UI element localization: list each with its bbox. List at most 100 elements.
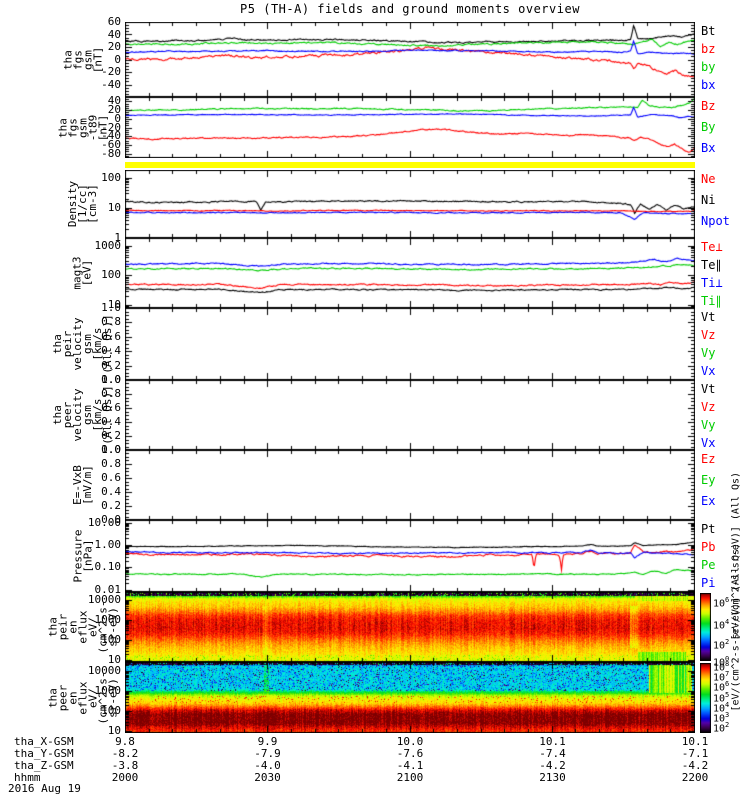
- xaxis-value: -8.2: [111, 747, 139, 760]
- panel-fgs-gsm-t89: [125, 97, 695, 158]
- xaxis-value: 2130: [539, 771, 566, 784]
- ytick-label: 0.4: [101, 415, 121, 428]
- xaxis-value: 2100: [396, 771, 424, 784]
- ytick-label: 0.8: [101, 457, 121, 470]
- ytick-label: 100: [101, 170, 121, 184]
- ylabel-text: magt3 [eV]: [71, 256, 94, 290]
- ylabel-text: tha peer velocity gsm [km/s (All Qs)]: [50, 385, 114, 445]
- xaxis-value: 2000: [111, 771, 139, 784]
- ytick-label: 0.4: [101, 485, 121, 498]
- xaxis-value: -3.8: [111, 759, 139, 772]
- legend-Pe: Pe: [701, 558, 716, 572]
- ytick-label: 10000: [87, 664, 121, 678]
- xaxis-value: -7.6: [396, 747, 424, 760]
- ytick-label: 10000: [87, 592, 121, 606]
- ytick-label: 0.0: [101, 443, 121, 456]
- colorbar-unit-label-electron: [eV/(cm^2-s-sr-eV)] (All Qs): [730, 542, 742, 712]
- ytick-label: 0.10: [94, 560, 122, 574]
- ytick-label: 0.2: [101, 499, 121, 512]
- ytick-label: -60: [101, 137, 121, 151]
- xaxis-row-label-x-gsm: tha_X-GSM: [14, 735, 74, 748]
- ytick-label: 100: [101, 268, 121, 282]
- legend-Ti: Ti∥: [701, 294, 722, 308]
- colorbar-tick-label: 106: [713, 680, 730, 694]
- legend-Ex: Ex: [701, 494, 716, 508]
- ytick-label: -40: [101, 129, 121, 143]
- ylabel-fgs-gsm: tha fgs gsm [nT]: [46, 22, 120, 97]
- colorbar-tick-label: 102: [713, 637, 730, 652]
- xaxis-value: 9.9: [257, 735, 278, 748]
- ytick-label: 0.6: [101, 329, 121, 343]
- colorbar-tick-label: 102: [713, 721, 730, 735]
- xaxis-value: 10.1: [539, 735, 566, 748]
- ytick-label: 1.0: [101, 301, 121, 314]
- ytick-label: 1000: [94, 238, 122, 252]
- density-canvas: [125, 170, 695, 238]
- ylabel-pressure: Pressure [nPa]: [46, 520, 120, 592]
- colorbar-tick-label: 103: [713, 710, 730, 725]
- ytick-label: 0.4: [101, 344, 121, 358]
- xaxis-value: -7.4: [539, 747, 566, 760]
- xaxis-value: -4.0: [254, 759, 281, 772]
- ylabel-peir-velocity: tha peir velocity gsm [km/s (All Qs)]: [46, 308, 120, 380]
- fgs-gsm-canvas: [125, 22, 695, 97]
- cbar-electron: [700, 663, 711, 733]
- ytick-label: 40: [107, 94, 121, 108]
- colorbar-tick-label: 106: [713, 595, 730, 610]
- ytick-label: 0.0: [101, 513, 121, 526]
- mode-flag-bar: [125, 162, 695, 168]
- ytick-label: -80: [101, 146, 121, 160]
- xaxis-value: 2030: [254, 771, 281, 784]
- xaxis-value: 10.0: [396, 735, 424, 748]
- ytick-label: 10: [107, 724, 121, 738]
- xaxis-row-label-hhmm: hhmm: [14, 771, 41, 784]
- legend-bz: bz: [701, 42, 716, 56]
- panel-peir-velocity: [125, 308, 695, 380]
- legend-Pt: Pt: [701, 522, 716, 536]
- ylabel-density: Density [1/cc] [cm-3]: [46, 170, 120, 238]
- colorbar-tick-label: 104: [713, 701, 730, 715]
- legend-By: By: [701, 120, 716, 134]
- pressure-canvas: [125, 520, 695, 592]
- fgs-gsm-t89-canvas: [125, 97, 695, 158]
- xaxis-value: -4.2: [539, 759, 566, 772]
- legend-Bz: Bz: [701, 99, 716, 113]
- ytick-label: 100: [101, 633, 121, 647]
- ytick-label: -40: [101, 77, 121, 91]
- colorbar-tick-label: 107: [713, 670, 730, 684]
- panel-peer-velocity: [125, 380, 695, 450]
- ytick-label: 0.2: [101, 358, 121, 372]
- panel-pressure: [125, 520, 695, 592]
- ytick-label: 0.0: [101, 373, 121, 386]
- ytick-label: 0.01: [94, 582, 122, 596]
- panel-magt3: [125, 238, 695, 308]
- ytick-label: 0.2: [101, 429, 121, 442]
- ytick-label: 20: [107, 40, 121, 53]
- legend-Te: Te∥: [701, 258, 722, 272]
- legend-by: by: [701, 60, 716, 74]
- ylabel-text: tha peir velocity gsm [km/s (All Qs)]: [50, 314, 114, 374]
- panel-fgs-gsm: [125, 22, 695, 97]
- ylabel-peer-en-eflux: tha peer en eflux eV/ (cm^2-s- sr-eV): [46, 662, 120, 733]
- colorbar-tick-label: 100: [713, 654, 730, 669]
- date-label: 2016 Aug 19: [8, 782, 81, 795]
- ytick-label: 40: [107, 27, 121, 41]
- ytick-label: 1.0: [101, 373, 121, 386]
- ylabel-text: Density [1/cc] [cm-3]: [65, 180, 99, 228]
- panel-efield: [125, 450, 695, 520]
- ytick-label: -20: [101, 65, 121, 78]
- ytick-label: 10: [107, 298, 121, 312]
- peer-velocity-canvas: [125, 380, 695, 450]
- legend-Vy: Vy: [701, 346, 716, 360]
- legend-Vx: Vx: [701, 436, 716, 450]
- xaxis-value: -7.9: [254, 747, 281, 760]
- ylabel-text: E=-VxB [mV/m]: [71, 465, 94, 505]
- ylabel-text: tha fgs gsm -t89 [nT]: [56, 114, 109, 141]
- ytick-label: 0.8: [101, 387, 121, 400]
- colorbar-tick-label: 105: [713, 690, 730, 704]
- magt3-canvas: [125, 238, 695, 308]
- ytick-label: 10.00: [87, 515, 121, 529]
- ylabel-text: tha fgs gsm [nT]: [61, 46, 104, 73]
- ytick-label: 0.8: [101, 315, 121, 329]
